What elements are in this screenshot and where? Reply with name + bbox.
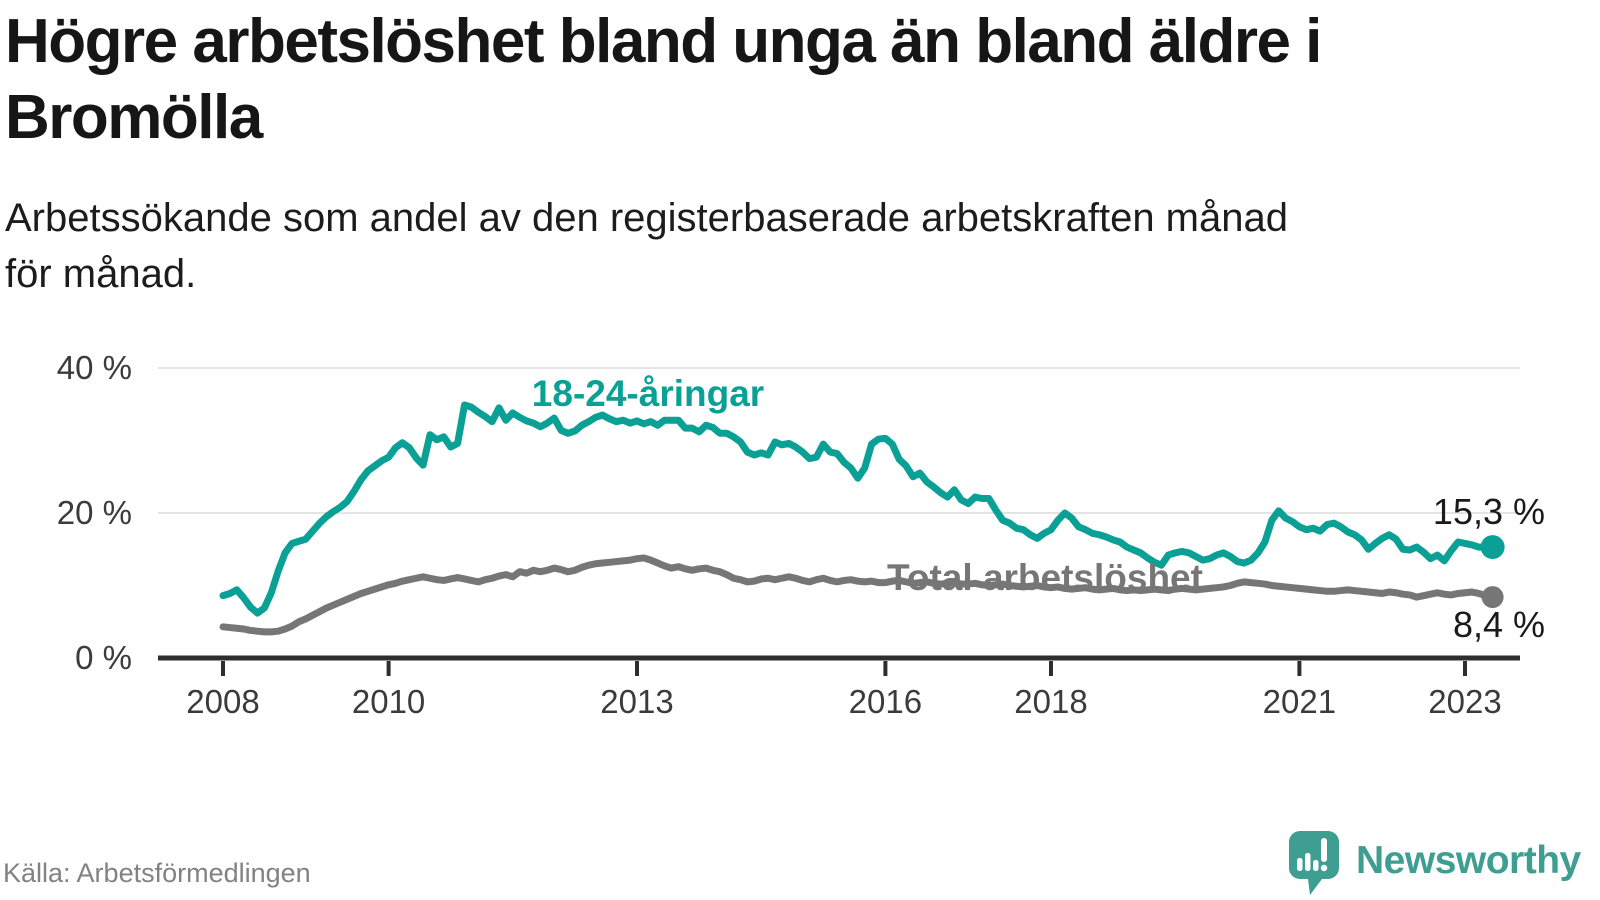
x-axis-label-2013: 2013 [600, 683, 674, 720]
logo-bar-3 [1313, 860, 1319, 871]
chart-subtitle-line1: Arbetssökande som andel av den registerb… [5, 196, 1288, 240]
logo-exclamation-dot [1320, 864, 1328, 872]
end-value-label-total: 8,4 % [1452, 604, 1545, 645]
logo-bar-1 [1297, 858, 1303, 871]
page-title: Högre arbetslöshet bland unga än bland ä… [5, 4, 1580, 156]
x-axis-label-2008: 2008 [186, 683, 260, 720]
page-title-line1: Högre arbetslöshet bland unga än bland ä… [5, 7, 1322, 76]
x-axis-label-2023: 2023 [1428, 683, 1502, 720]
x-axis-label-2016: 2016 [848, 683, 923, 720]
brand-name: Newsworthy [1356, 839, 1581, 882]
series-end-dot-young [1480, 535, 1505, 560]
newsworthy-logo-icon [1289, 831, 1339, 895]
chart-subtitle: Arbetssökande som andel av den registerb… [5, 190, 1565, 302]
logo-exclamation-bar [1321, 838, 1327, 862]
source-note: Källa: Arbetsförmedlingen [3, 858, 311, 888]
series-label-total: Total arbetslöshet [887, 557, 1203, 598]
series-line-young [219, 401, 1497, 617]
series-end-dot-total [1481, 586, 1504, 609]
y-axis-label-0: 0 % [75, 639, 132, 676]
page-title-line2: Bromölla [5, 83, 263, 152]
end-value-label-young: 15,3 % [1432, 491, 1545, 532]
x-axis-label-2018: 2018 [1014, 683, 1088, 720]
chart-subtitle-line2: för månad. [5, 252, 197, 296]
y-axis-label-20: 20 % [56, 494, 132, 531]
logo-bar-2 [1305, 853, 1311, 871]
y-axis-label-40: 40 % [56, 349, 132, 386]
series-line-total [219, 554, 1497, 636]
x-axis-label-2021: 2021 [1262, 683, 1337, 720]
x-axis-label-2010: 2010 [351, 683, 426, 720]
series-label-young: 18-24-åringar [531, 373, 765, 414]
